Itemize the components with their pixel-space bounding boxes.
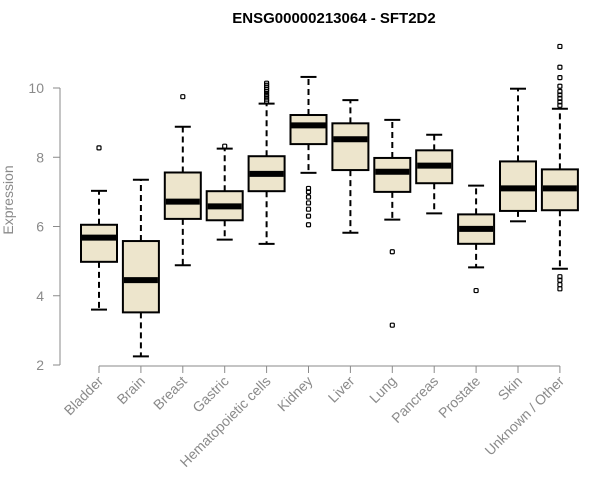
box-group <box>205 143 244 241</box>
outlier-point <box>305 194 312 200</box>
outlier-point <box>557 88 563 95</box>
y-tick-label: 10 <box>28 80 44 96</box>
box-group <box>540 43 579 292</box>
box <box>163 171 202 220</box>
outlier-point <box>305 185 312 192</box>
outlier-point <box>473 287 479 294</box>
y-axis-title: Expression <box>0 165 16 234</box>
outlier-point <box>389 249 395 255</box>
outlier-point <box>305 222 312 228</box>
y-tick-label: 8 <box>36 149 44 165</box>
x-tick-label: Bladder <box>61 373 107 419</box>
box <box>121 240 160 314</box>
box <box>331 122 370 172</box>
box <box>80 223 118 263</box>
outlier-point <box>180 94 186 100</box>
box-group <box>457 184 496 294</box>
outlier-point <box>305 200 312 206</box>
outlier-point <box>557 75 563 81</box>
outlier-point <box>557 274 563 280</box>
outlier-point <box>557 286 563 292</box>
y-tick-label: 4 <box>36 288 44 304</box>
box <box>289 114 328 146</box>
box-group <box>80 145 118 311</box>
outlier-point <box>557 83 563 89</box>
outlier-point <box>305 213 312 219</box>
boxes-layer <box>80 43 579 358</box>
y-tick-label: 6 <box>36 219 44 235</box>
box-group <box>247 80 286 245</box>
outlier-point <box>222 143 228 149</box>
box-group <box>373 118 412 328</box>
outlier-point <box>264 91 270 97</box>
outlier-point <box>305 206 312 212</box>
x-tick-label: Unknown / Other <box>481 373 567 459</box>
outlier-point <box>264 80 270 86</box>
x-tick-label: Skin <box>495 373 526 404</box>
box <box>373 156 412 193</box>
x-tick-label: Brain <box>114 373 148 407</box>
box-group <box>331 99 370 234</box>
box-group <box>121 178 160 358</box>
outlier-point <box>264 96 270 102</box>
outlier-point <box>557 64 563 70</box>
outlier-point <box>389 322 395 328</box>
x-tick-label: Kidney <box>274 373 316 415</box>
box-group <box>289 75 328 228</box>
x-tick-label: Breast <box>150 373 190 413</box>
x-tick-label: Pancreas <box>388 373 441 426</box>
x-tick-label: Liver <box>325 373 358 406</box>
outlier-point <box>264 94 270 100</box>
box-group <box>415 133 454 215</box>
box-group <box>163 94 202 267</box>
outlier-point <box>557 282 563 288</box>
outlier-point <box>96 145 102 151</box>
chart-title: ENSG00000213064 - SFT2D2 <box>232 10 435 27</box>
y-axis: 2 4 6 8 10 <box>28 80 61 373</box>
outlier-point <box>557 43 563 50</box>
x-tick-label: Lung <box>366 373 399 406</box>
x-tick-label: Prostate <box>435 373 483 421</box>
box-group <box>499 87 537 223</box>
y-tick-label: 2 <box>36 357 44 373</box>
